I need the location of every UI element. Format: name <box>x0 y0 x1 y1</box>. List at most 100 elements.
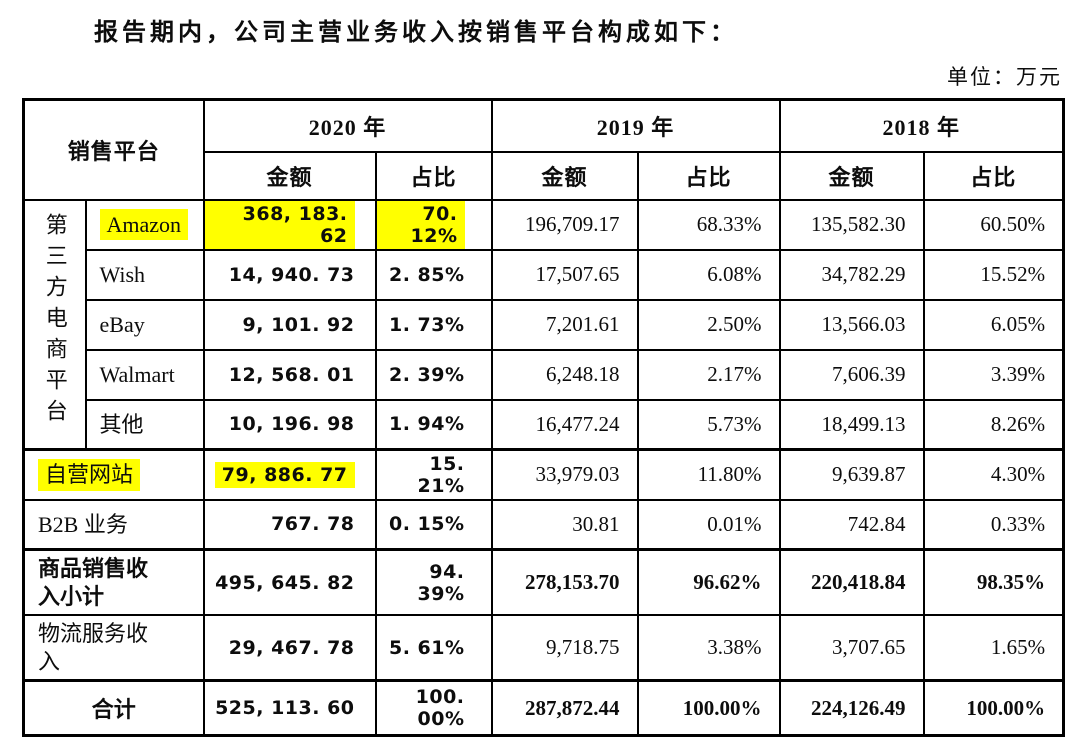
wish-2020-amount: 14, 940. 73 <box>202 248 377 301</box>
logistics-2018-amount: 3,707.65 <box>778 614 925 682</box>
walmart-2019-share: 2.17% <box>636 348 781 401</box>
header-platform: 销售平台 <box>22 98 205 201</box>
header-year-2020: 2020 年 <box>202 98 493 153</box>
wish-label-cell: Wish <box>84 248 205 301</box>
amazon-label-cell: Amazon <box>84 198 205 251</box>
subtotal-2019-share: 96.62% <box>636 548 781 616</box>
wish-2018-amount: 34,782.29 <box>778 248 925 301</box>
self-site-2019-share: 11.80% <box>636 448 781 501</box>
logistics-2020-amount: 29, 467. 78 <box>202 614 377 682</box>
row-ebay: eBay 9, 101. 92 1. 73% 7,201.61 2.50% 13… <box>24 298 1065 351</box>
amazon-2019-share: 68.33% <box>636 198 781 251</box>
amazon-2018-amount: 135,582.30 <box>778 198 925 251</box>
revenue-by-platform-table: 销售平台 2020 年 2019 年 2018 年 金额 占比 金额 占比 金额… <box>22 98 1066 737</box>
ebay-2020-share: 1. 73% <box>374 298 493 351</box>
amazon-2019-amount: 196,709.17 <box>490 198 639 251</box>
self-site-2018-amount: 9,639.87 <box>778 448 925 501</box>
ebay-2019-share: 2.50% <box>636 298 781 351</box>
row-walmart: Walmart 12, 568. 01 2. 39% 6,248.18 2.17… <box>24 348 1065 401</box>
amazon-2020-share-highlight: 70. 12% <box>377 201 465 248</box>
row-amazon: 第三方电商平台 Amazon 368, 183. 62 70. 12% 196,… <box>22 198 1065 451</box>
subtotal-2018-amount: 220,418.84 <box>778 548 925 616</box>
row-b2b: B2B 业务 767. 78 0. 15% 30.81 0.01% 742.84… <box>22 498 1065 551</box>
other-2019-share: 5.73% <box>636 398 781 451</box>
amazon-label-highlight: Amazon <box>99 208 189 241</box>
self-site-2018-share: 4.30% <box>922 448 1065 501</box>
header-2019-amount: 金额 <box>490 150 639 201</box>
header-2019-share: 占比 <box>636 150 781 201</box>
wish-2018-share: 15.52% <box>922 248 1065 301</box>
row-goods-subtotal: 商品销售收 入小计 495, 645. 82 94. 39% 278,153.7… <box>22 548 1065 616</box>
header-row-metrics: 金额 占比 金额 占比 金额 占比 <box>24 150 1065 201</box>
self-site-2020-share: 15. 21% <box>374 448 493 501</box>
b2b-2020-amount: 767. 78 <box>202 498 377 551</box>
logistics-2019-share: 3.38% <box>636 614 781 682</box>
ebay-label-cell: eBay <box>84 298 205 351</box>
amazon-2020-amount-highlight: 368, 183. 62 <box>205 201 355 248</box>
subtotal-2020-amount: 495, 645. 82 <box>202 548 377 616</box>
header-2018-amount: 金额 <box>778 150 925 201</box>
other-2018-share: 8.26% <box>922 398 1065 451</box>
walmart-2019-amount: 6,248.18 <box>490 348 639 401</box>
walmart-2018-amount: 7,606.39 <box>778 348 925 401</box>
group-label-text: 第三方电商平台 <box>42 213 68 431</box>
logistics-label-cell: 物流服务收 入 <box>22 614 205 682</box>
total-2020-share: 100. 00% <box>374 679 493 737</box>
header-2020-amount: 金额 <box>202 150 377 201</box>
subtotal-2019-amount: 278,153.70 <box>490 548 639 616</box>
intro-text: 报告期内，公司主营业务收入按销售平台构成如下： <box>94 20 738 46</box>
header-year-2019: 2019 年 <box>490 98 781 153</box>
other-2020-amount: 10, 196. 98 <box>202 398 377 451</box>
header-2020-share: 占比 <box>374 150 493 201</box>
logistics-2019-amount: 9,718.75 <box>490 614 639 682</box>
walmart-2020-share: 2. 39% <box>374 348 493 401</box>
walmart-label-cell: Walmart <box>84 348 205 401</box>
self-site-label-highlight: 自营网站 <box>38 459 141 491</box>
ebay-2018-share: 6.05% <box>922 298 1065 351</box>
ebay-2019-amount: 7,201.61 <box>490 298 639 351</box>
wish-2020-share: 2. 85% <box>374 248 493 301</box>
self-site-2019-amount: 33,979.03 <box>490 448 639 501</box>
other-2019-amount: 16,477.24 <box>490 398 639 451</box>
ebay-2018-amount: 13,566.03 <box>778 298 925 351</box>
b2b-2018-amount: 742.84 <box>778 498 925 551</box>
header-year-2018: 2018 年 <box>778 98 1065 153</box>
ebay-2020-amount: 9, 101. 92 <box>202 298 377 351</box>
logistics-2020-share: 5. 61% <box>374 614 493 682</box>
other-2018-amount: 18,499.13 <box>778 398 925 451</box>
total-2020-amount: 525, 113. 60 <box>202 679 377 737</box>
other-label-cell: 其他 <box>84 398 205 451</box>
self-site-2020-amount: 79, 886. 77 <box>202 448 377 501</box>
total-2018-share: 100.00% <box>922 679 1065 737</box>
wish-2019-share: 6.08% <box>636 248 781 301</box>
logistics-2018-share: 1.65% <box>922 614 1065 682</box>
unit-label: 单位：万元 <box>947 65 1062 89</box>
total-2018-amount: 224,126.49 <box>778 679 925 737</box>
wish-2019-amount: 17,507.65 <box>490 248 639 301</box>
self-site-label-cell: 自营网站 <box>22 448 205 501</box>
b2b-2019-amount: 30.81 <box>490 498 639 551</box>
row-total: 合计 525, 113. 60 100. 00% 287,872.44 100.… <box>22 679 1065 737</box>
subtotal-2020-share: 94. 39% <box>374 548 493 616</box>
b2b-label-cell: B2B 业务 <box>22 498 205 551</box>
amazon-2020-share: 70. 12% <box>374 198 493 251</box>
row-self-site: 自营网站 79, 886. 77 15. 21% 33,979.03 11.80… <box>22 448 1065 501</box>
total-2019-share: 100.00% <box>636 679 781 737</box>
total-2019-amount: 287,872.44 <box>490 679 639 737</box>
walmart-2020-amount: 12, 568. 01 <box>202 348 377 401</box>
row-wish: Wish 14, 940. 73 2. 85% 17,507.65 6.08% … <box>24 248 1065 301</box>
group-label-third-party: 第三方电商平台 <box>22 198 87 451</box>
walmart-2018-share: 3.39% <box>922 348 1065 401</box>
self-site-2020-amount-highlight: 79, 886. 77 <box>214 461 355 488</box>
other-2020-share: 1. 94% <box>374 398 493 451</box>
header-row-years: 销售平台 2020 年 2019 年 2018 年 <box>22 98 1065 201</box>
row-logistics: 物流服务收 入 29, 467. 78 5. 61% 9,718.75 3.38… <box>22 614 1065 682</box>
amazon-2020-amount: 368, 183. 62 <box>202 198 377 251</box>
amazon-2018-share: 60.50% <box>922 198 1065 251</box>
subtotal-label-cell: 商品销售收 入小计 <box>22 548 205 616</box>
subtotal-2018-share: 98.35% <box>922 548 1065 616</box>
b2b-2020-share: 0. 15% <box>374 498 493 551</box>
b2b-2018-share: 0.33% <box>922 498 1065 551</box>
b2b-2019-share: 0.01% <box>636 498 781 551</box>
header-2018-share: 占比 <box>922 150 1065 201</box>
